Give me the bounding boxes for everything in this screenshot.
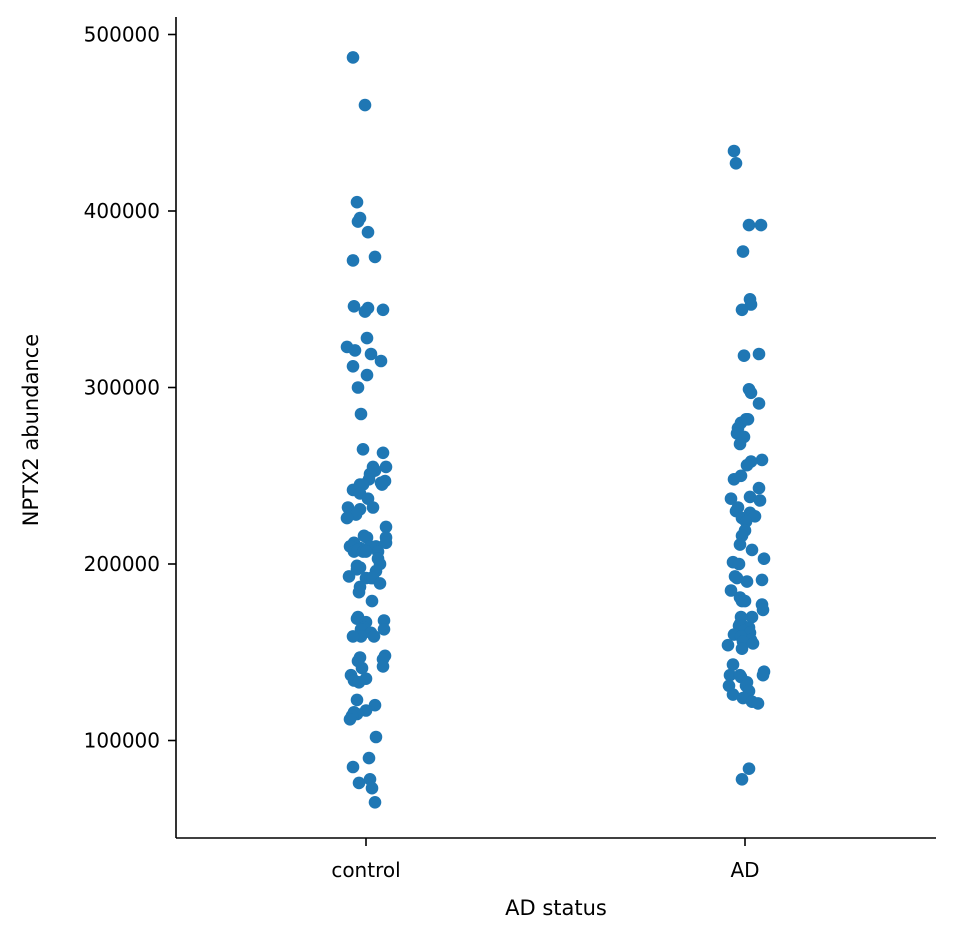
- data-point-ad: [745, 610, 759, 624]
- data-point-ad: [752, 347, 766, 361]
- data-point-control: [352, 676, 366, 689]
- data-point-ad: [723, 668, 737, 682]
- data-point-control: [346, 51, 360, 64]
- data-point-control: [351, 381, 365, 394]
- data-point-ad: [721, 638, 735, 652]
- data-point-ad: [741, 413, 755, 426]
- data-point-control: [360, 368, 374, 382]
- data-point-control: [368, 250, 382, 264]
- data-point-ad: [730, 571, 744, 585]
- data-point-ad: [756, 603, 770, 617]
- data-point-ad: [755, 573, 769, 587]
- data-point-control: [347, 300, 361, 313]
- data-point-ad: [733, 437, 747, 451]
- data-point-ad: [752, 481, 766, 495]
- data-point-ad: [735, 773, 749, 786]
- data-point-ad: [729, 157, 743, 170]
- data-point-control: [377, 614, 391, 627]
- data-point-control: [350, 195, 364, 209]
- data-point-ad: [752, 397, 766, 410]
- data-point-ad: [756, 668, 770, 682]
- y-tick-label: 200000: [84, 552, 160, 576]
- data-point-control: [377, 623, 391, 636]
- data-point-control: [359, 545, 373, 558]
- data-point-control: [356, 443, 370, 456]
- data-point-ad: [740, 575, 754, 588]
- data-point-ad: [735, 303, 749, 317]
- y-axis-ticks: 100000 200000 300000 400000 500000: [84, 23, 176, 753]
- data-point-ad: [755, 453, 769, 467]
- data-point-control: [346, 630, 360, 643]
- data-point-ad: [757, 552, 771, 565]
- data-point-control: [373, 577, 387, 590]
- data-point-control: [361, 225, 375, 239]
- data-point-control: [340, 511, 354, 525]
- data-point-control: [358, 98, 372, 112]
- data-point-control: [346, 254, 360, 267]
- data-point-control: [355, 661, 369, 675]
- data-point-control: [352, 776, 366, 790]
- y-tick-label: 300000: [84, 376, 160, 400]
- data-point-control: [379, 536, 393, 550]
- data-point-ad: [736, 245, 750, 258]
- data-point-ad: [735, 642, 749, 655]
- data-point-ad: [733, 538, 747, 551]
- data-point-control: [376, 660, 390, 673]
- data-point-ad: [740, 458, 754, 472]
- x-axis-label: AD status: [505, 896, 607, 920]
- data-point-ad: [727, 473, 741, 486]
- data-point-control: [367, 630, 381, 643]
- data-point-control: [366, 501, 380, 514]
- data-point-ad: [737, 349, 751, 363]
- data-point-control: [362, 751, 376, 765]
- y-tick-label: 400000: [84, 199, 160, 223]
- data-point-ad: [732, 557, 746, 571]
- data-point-control: [342, 570, 356, 583]
- data-point-ad: [744, 386, 758, 400]
- data-point-ad: [742, 762, 756, 775]
- data-point-ad: [751, 697, 765, 710]
- data-point-control: [376, 303, 390, 317]
- data-point-control: [364, 347, 378, 361]
- data-point-control: [358, 305, 372, 318]
- data-point-control: [360, 331, 374, 345]
- data-point-control: [346, 360, 360, 373]
- y-tick-label: 500000: [84, 23, 160, 47]
- data-point-control: [379, 520, 393, 534]
- data-point-ad: [724, 492, 738, 506]
- y-axis-label: NPTX2 abundance: [19, 334, 43, 526]
- data-point-control: [350, 693, 364, 707]
- x-axis-ticks: control AD: [331, 838, 760, 882]
- data-points: [340, 51, 771, 809]
- data-point-ad: [724, 584, 738, 597]
- x-tick-label: control: [331, 858, 400, 882]
- data-point-ad: [726, 688, 740, 701]
- data-point-control: [354, 407, 368, 421]
- data-point-ad: [738, 594, 752, 608]
- data-point-ad: [743, 490, 757, 504]
- data-point-control: [351, 215, 365, 228]
- data-point-ad: [746, 637, 760, 650]
- data-point-ad: [745, 543, 759, 557]
- y-tick-label: 100000: [84, 729, 160, 753]
- data-point-control: [368, 796, 382, 809]
- data-point-control: [348, 344, 362, 357]
- data-point-control: [346, 760, 360, 774]
- data-point-control: [365, 594, 379, 608]
- data-point-control: [365, 781, 379, 795]
- data-point-control: [376, 446, 390, 460]
- data-point-ad: [754, 218, 768, 232]
- data-point-ad: [753, 494, 767, 507]
- x-tick-label: AD: [730, 858, 759, 882]
- data-point-control: [379, 460, 393, 474]
- data-point-control: [352, 585, 366, 599]
- data-point-control: [343, 713, 357, 726]
- data-point-ad: [727, 144, 741, 158]
- data-point-ad: [726, 658, 740, 671]
- data-point-control: [374, 354, 388, 368]
- data-point-control: [375, 478, 389, 491]
- data-point-control: [369, 730, 383, 744]
- data-point-ad: [742, 218, 756, 232]
